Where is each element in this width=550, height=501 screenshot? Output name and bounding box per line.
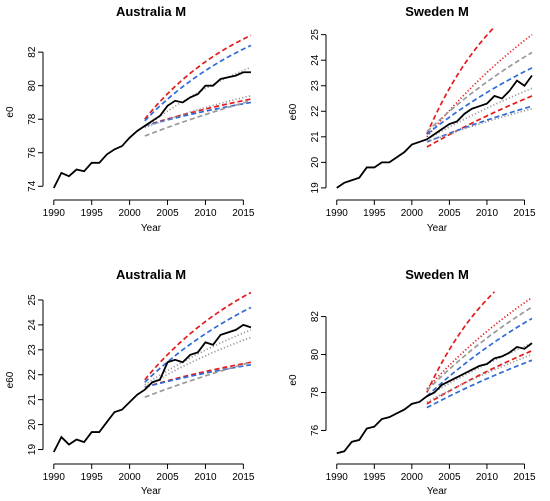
forecast-line — [426, 306, 533, 392]
panel-sweden-e60: Sweden M e60 Year 1990 1995 2000 2005 2010 20… — [288, 4, 536, 234]
x-tick-label: 1995 — [81, 208, 104, 219]
y-tick-label: 21 — [310, 131, 321, 143]
forecast-line — [426, 51, 533, 133]
x-tick-label: 2010 — [476, 472, 499, 483]
x-tick-label: 1995 — [363, 472, 386, 483]
panel-australia-e60: Australia M e60 Year 1990 1995 2000 2005 201… — [5, 267, 255, 497]
x-tick-label: 2000 — [118, 472, 141, 483]
x-tick-label: 2010 — [476, 208, 499, 219]
panel-sweden-e0: Sweden M e0 Year 1990 1995 2000 2005 2010 201… — [288, 267, 536, 497]
x-tick-label: 2005 — [156, 208, 179, 219]
x-tick-label: 1995 — [363, 208, 386, 219]
forecast-line — [144, 99, 252, 137]
y-tick-label: 78 — [310, 386, 321, 398]
y-tick-label: 82 — [27, 46, 38, 58]
forecast-line — [426, 26, 496, 135]
y-tick-label: 19 — [27, 444, 38, 456]
forecast-line — [426, 105, 533, 143]
x-tick-label: 2015 — [232, 472, 255, 483]
x-tick-label: 1995 — [81, 472, 104, 483]
x-tick-label: 2015 — [513, 472, 536, 483]
x-tick-label: 2010 — [194, 472, 217, 483]
forecast-line — [144, 363, 252, 389]
y-tick-label: 80 — [310, 349, 321, 361]
forecast-line — [426, 33, 533, 138]
forecast-line — [144, 306, 252, 383]
x-tick-label: 1990 — [43, 208, 66, 219]
panel-title: Sweden M — [405, 267, 469, 282]
x-tick-label: 2000 — [118, 208, 141, 219]
x-axis-label: Year — [427, 486, 448, 497]
panel-title: Australia M — [116, 4, 186, 19]
y-axis-label: e0 — [5, 106, 16, 118]
forecast-line — [426, 353, 533, 403]
x-tick-label: 2000 — [401, 208, 424, 219]
x-tick-label: 2005 — [438, 472, 461, 483]
x-tick-label: 1990 — [326, 472, 349, 483]
y-axis-label: e0 — [288, 374, 299, 386]
forecast-line — [426, 95, 533, 148]
y-tick-label: 78 — [27, 113, 38, 125]
x-axis-label: Year — [141, 486, 162, 497]
y-tick-label: 20 — [310, 156, 321, 168]
y-tick-label: 74 — [27, 180, 38, 192]
forecast-line — [426, 342, 533, 398]
y-tick-label: 24 — [27, 319, 38, 331]
y-tick-label: 25 — [27, 294, 38, 306]
panel-title: Australia M — [116, 267, 186, 282]
x-tick-label: 2015 — [513, 208, 536, 219]
panel-title: Sweden M — [405, 4, 469, 19]
y-tick-label: 20 — [27, 419, 38, 431]
y-tick-label: 19 — [310, 182, 321, 194]
forecast-line — [426, 87, 533, 141]
x-tick-label: 2015 — [232, 208, 255, 219]
x-tick-label: 2000 — [401, 472, 424, 483]
forecast-line — [426, 317, 533, 397]
forecast-line — [144, 34, 252, 120]
observed-line — [336, 74, 533, 189]
y-axis-label: e60 — [5, 371, 16, 388]
y-tick-label: 76 — [310, 424, 321, 436]
x-tick-label: 1990 — [326, 208, 349, 219]
forecast-line — [144, 291, 252, 381]
x-tick-label: 2005 — [156, 472, 179, 483]
y-tick-label: 23 — [310, 80, 321, 92]
panel-australia-e0: Australia M e0 Year 1990 1995 2000 2005 2010… — [5, 4, 255, 234]
x-tick-label: 2010 — [194, 208, 217, 219]
forecast-line — [426, 359, 533, 409]
y-tick-label: 25 — [310, 29, 321, 41]
y-tick-label: 22 — [310, 105, 321, 117]
y-tick-label: 80 — [27, 80, 38, 92]
forecast-line — [144, 361, 252, 398]
forecast-line — [426, 349, 533, 405]
x-tick-label: 1990 — [43, 472, 66, 483]
observed-line — [52, 323, 252, 453]
observed-line — [52, 71, 251, 189]
y-axis-label: e60 — [288, 103, 299, 120]
y-tick-label: 22 — [27, 369, 38, 381]
forecast-line — [144, 44, 252, 122]
observed-line — [336, 342, 533, 455]
y-tick-label: 24 — [310, 54, 321, 66]
forecast-line — [144, 94, 252, 129]
forecast-line — [426, 291, 496, 393]
y-tick-label: 76 — [27, 147, 38, 159]
y-tick-label: 21 — [27, 394, 38, 406]
forecast-line — [426, 107, 533, 143]
x-tick-label: 2005 — [438, 208, 461, 219]
x-axis-label: Year — [427, 223, 448, 234]
y-tick-label: 82 — [310, 311, 321, 323]
forecast-line — [144, 329, 252, 386]
x-axis-label: Year — [141, 223, 162, 234]
y-tick-label: 23 — [27, 344, 38, 356]
